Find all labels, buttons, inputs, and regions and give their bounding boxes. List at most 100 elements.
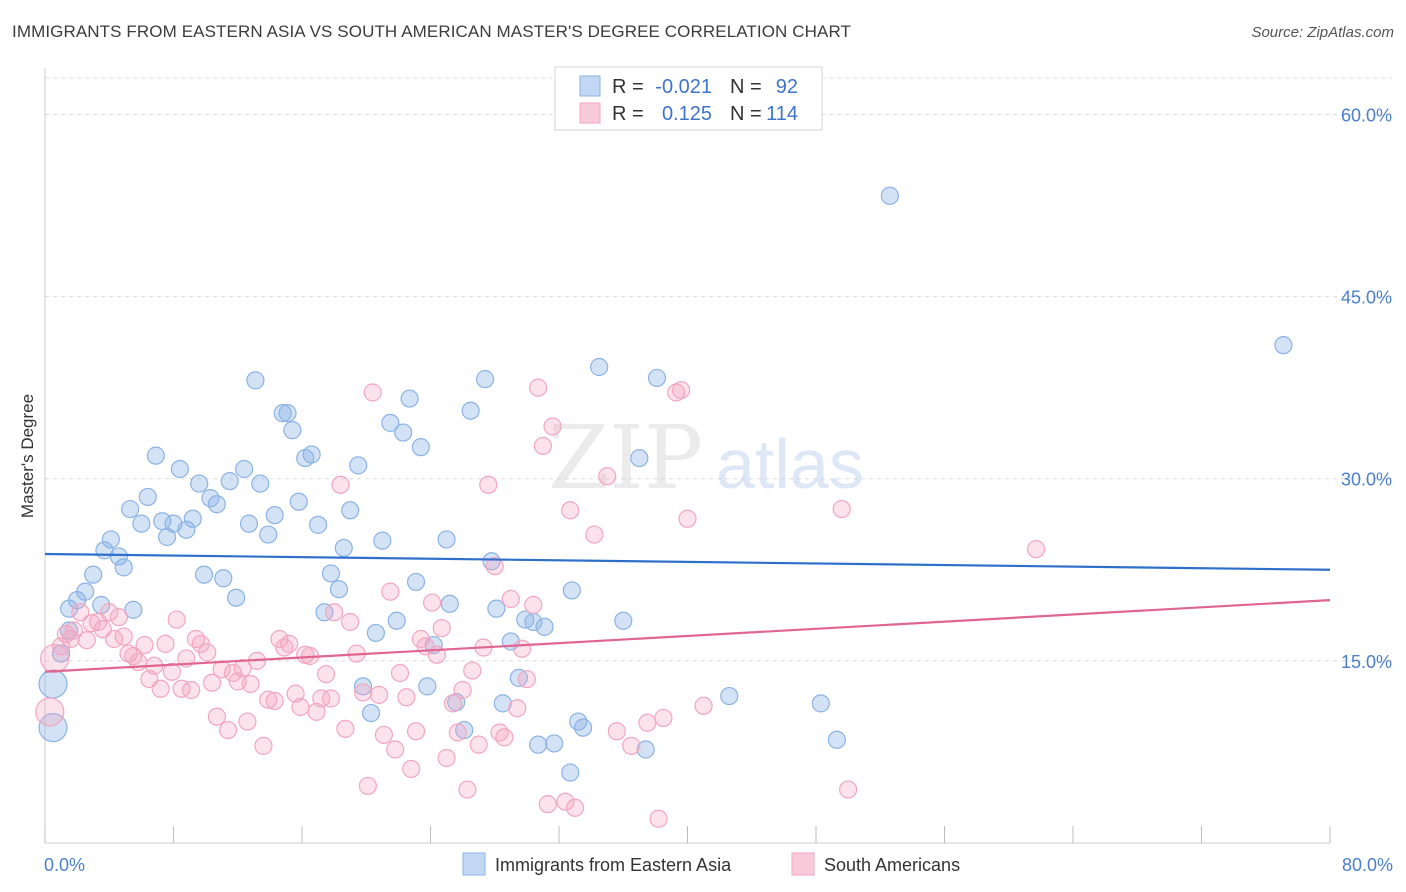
y-tick-label-1: 30.0% [1341, 470, 1392, 490]
eastern-asia-point-32 [239, 514, 259, 533]
eastern-asia-point-68 [482, 552, 501, 571]
eastern-asia-point-11 [109, 547, 128, 566]
eastern-asia-point-43 [308, 515, 328, 534]
south-americans-point-112 [839, 780, 858, 799]
eastern-asia-point-90 [880, 186, 899, 205]
eastern-asia-point-77 [545, 734, 564, 753]
south-americans-point-61 [358, 776, 377, 796]
south-americans-point-100 [585, 525, 604, 544]
eastern-asia-point-70 [493, 694, 512, 713]
south-americans-point-70 [406, 722, 426, 741]
south-americans-point-101 [598, 467, 617, 486]
eastern-asia-point-27 [207, 495, 226, 514]
eastern-asia-point-12 [114, 558, 133, 577]
south-americans-point-95 [538, 795, 557, 814]
eastern-asia-point-57 [400, 389, 419, 408]
eastern-asia-point-46 [329, 580, 349, 599]
eastern-asia-point-21 [170, 459, 190, 479]
south-americans-point-13 [109, 608, 128, 627]
eastern-asia-point-1 [38, 669, 68, 699]
south-americans-point-96 [543, 417, 562, 436]
eastern-asia-point-58 [406, 572, 426, 592]
eastern-asia-point-38 [278, 404, 297, 423]
south-americans-point-92 [524, 595, 543, 615]
south-americans-point-111 [832, 499, 851, 519]
trend-lines [44, 552, 1331, 673]
eastern-asia-point-87 [720, 686, 739, 706]
south-americans-point-107 [667, 383, 686, 402]
south-americans-point-80 [458, 780, 477, 799]
south-americans-point-24 [167, 610, 186, 629]
south-americans-point-23 [162, 662, 181, 681]
south-americans-point-34 [219, 720, 238, 740]
south-americans-point-98 [561, 501, 580, 520]
eastern-asia-point-37 [273, 404, 292, 423]
stats-legend-n-value-2: 114 [766, 103, 798, 125]
eastern-asia-point-24 [190, 474, 209, 493]
south-americans-point-48 [291, 697, 310, 717]
south-americans-point-18 [135, 635, 154, 655]
south-americans-point-109 [678, 509, 697, 528]
eastern-asia-point-51 [361, 703, 381, 723]
stats-legend-swatch-pink [579, 102, 601, 124]
south-americans-point-65 [381, 582, 400, 601]
south-americans-point-5 [64, 621, 84, 640]
eastern-asia-point-52 [366, 623, 385, 643]
eastern-asia-point-47 [334, 538, 353, 558]
south-americans-point-64 [374, 725, 394, 745]
eastern-asia-point-7 [84, 565, 103, 584]
eastern-asia-point-76 [535, 617, 554, 636]
trend-line-eastern-asia [44, 552, 1331, 571]
south-americans-point-53 [316, 665, 336, 684]
south-americans-point-94 [533, 436, 553, 456]
eastern-asia-point-34 [251, 474, 270, 493]
south-americans-point-14 [114, 627, 133, 646]
south-americans-point-1 [40, 643, 70, 674]
eastern-asia-point-36 [265, 506, 284, 525]
axes [44, 68, 1331, 844]
eastern-asia-point-45 [321, 564, 341, 583]
legend-label-eastern-asia[interactable]: Immigrants from Eastern Asia [495, 855, 732, 875]
south-americans-point-76 [437, 748, 456, 768]
eastern-asia-point-55 [387, 611, 406, 630]
south-americans-point-0 [35, 697, 65, 727]
legend-label-south-americans[interactable]: South Americans [824, 855, 960, 875]
eastern-asia-point-33 [246, 371, 265, 390]
eastern-asia-point-91 [1274, 336, 1293, 355]
south-americans-point-113 [1026, 540, 1046, 559]
stats-legend: R = -0.021 N = 92 R = 0.125 N = 114 [554, 66, 823, 131]
legend-swatch-south-americans[interactable] [791, 852, 815, 876]
y-tick-label-2: 45.0% [1341, 288, 1392, 308]
trend-line-south-americans [44, 599, 1331, 673]
south-americans-point-38 [238, 712, 257, 731]
south-americans-point-22 [156, 634, 175, 653]
eastern-asia-point-14 [124, 600, 143, 619]
series-eastern-asia-points [38, 186, 1293, 782]
south-americans-point-42 [259, 690, 278, 709]
eastern-asia-point-53 [373, 531, 392, 550]
south-americans-point-93 [529, 378, 548, 397]
south-americans-point-52 [312, 689, 331, 708]
south-americans-point-91 [517, 669, 536, 689]
eastern-asia-point-50 [353, 677, 373, 696]
south-americans-point-67 [390, 663, 410, 683]
south-americans-point-99 [565, 798, 585, 817]
south-americans-point-56 [331, 475, 350, 494]
south-americans-point-62 [363, 383, 382, 402]
south-americans-point-16 [124, 646, 143, 666]
south-americans-point-35 [223, 663, 243, 683]
chart-title: IMMIGRANTS FROM EASTERN ASIA VS SOUTH AM… [12, 22, 852, 41]
eastern-asia-point-22 [177, 520, 196, 539]
chart-source: Source: ZipAtlas.com [1251, 24, 1394, 41]
eastern-asia-point-60 [418, 677, 437, 696]
south-americans-point-81 [463, 661, 482, 680]
eastern-asia-point-83 [614, 611, 633, 630]
eastern-asia-point-56 [394, 423, 413, 442]
stats-legend-n-label-2: N = [730, 103, 762, 125]
south-americans-point-44 [270, 629, 289, 649]
eastern-asia-point-89 [827, 730, 846, 749]
legend-swatch-eastern-asia[interactable] [462, 852, 486, 876]
watermark-zip: ZIP [548, 406, 703, 509]
south-americans-point-85 [485, 557, 504, 576]
eastern-asia-point-62 [437, 530, 456, 549]
